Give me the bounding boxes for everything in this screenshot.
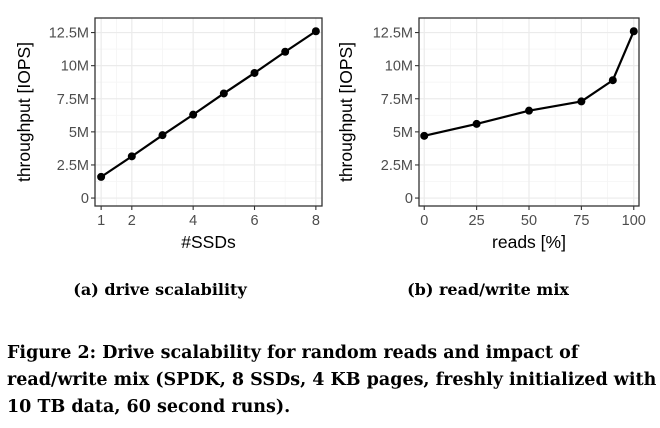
chart-a-series-line <box>100 30 317 178</box>
chart-a-data-point <box>189 110 198 119</box>
chart-b-x-tick-label: 100 <box>622 213 646 229</box>
chart-b-y-tick-label: 5M <box>393 125 413 141</box>
chart-a-data-point <box>97 172 106 181</box>
subcaption-a: (a) drive scalability <box>73 280 247 299</box>
chart-a-data-point <box>311 27 320 36</box>
chart-b-y-tick-label: 7.5M <box>381 92 413 108</box>
chart-a-x-tick-label: 2 <box>128 213 136 229</box>
chart-a-y-tick-label: 5M <box>69 125 89 141</box>
chart-a-data-point <box>127 152 136 161</box>
chart-a-y-tick-label: 12.5M <box>49 26 89 42</box>
chart-b-data-point <box>420 131 429 140</box>
chart-a-y-tick-label: 0 <box>81 191 89 207</box>
chart-a-x-axis-title: #SSDs <box>181 232 236 252</box>
chart-a-y-tick-label: 10M <box>61 59 89 75</box>
chart-b-y-tick-label: 0 <box>405 191 413 207</box>
chart-b-x-tick-label: 75 <box>573 213 589 229</box>
chart-a-x-tick-label: 8 <box>312 213 320 229</box>
chart-b-data-point <box>577 97 586 106</box>
chart-a-x-tick-label: 6 <box>250 213 258 229</box>
figure-caption: Figure 2: Drive scalability for random r… <box>7 343 657 417</box>
chart-a-data-point <box>219 89 228 98</box>
chart-b-x-tick-label: 50 <box>521 213 537 229</box>
chart-a-data-point <box>158 131 167 140</box>
subcaption-b: (b) read/write mix <box>407 280 569 299</box>
chart-b-y-tick-label: 2.5M <box>381 158 413 174</box>
chart-b-y-axis-title: throughput [IOPS] <box>336 42 356 182</box>
chart-a-y-axis-title: throughput [IOPS] <box>14 42 34 182</box>
chart-a-x-tick-label: 1 <box>97 213 105 229</box>
chart-b-x-axis-title: reads [%] <box>492 232 566 252</box>
chart-a-plot-area <box>95 18 322 206</box>
chart-a-data-point <box>250 68 259 77</box>
chart-b-data-point <box>629 27 638 36</box>
chart-a-y-tick-label: 7.5M <box>57 92 89 108</box>
chart-b-data-point <box>525 106 533 115</box>
chart-a-x-tick-label: 4 <box>189 213 197 229</box>
chart-b-series-line <box>423 30 635 137</box>
chart-b-y-tick-label: 12.5M <box>373 26 413 42</box>
chart-b-x-tick-label: 25 <box>469 213 485 229</box>
charts-svg: 0 2.5M 5M 7.5M 10M 12.5M 1 2 4 6 8 #SSDs throughput … <box>14 17 646 252</box>
chart-b-data-point <box>472 119 481 128</box>
chart-a-data-point <box>281 47 290 56</box>
chart-a-y-tick-label: 2.5M <box>57 158 89 174</box>
chart-b-y-tick-label: 10M <box>385 59 413 75</box>
chart-b-data-point <box>608 76 617 85</box>
chart-a-frame <box>94 17 323 207</box>
chart-b-x-tick-label: 0 <box>420 213 428 229</box>
